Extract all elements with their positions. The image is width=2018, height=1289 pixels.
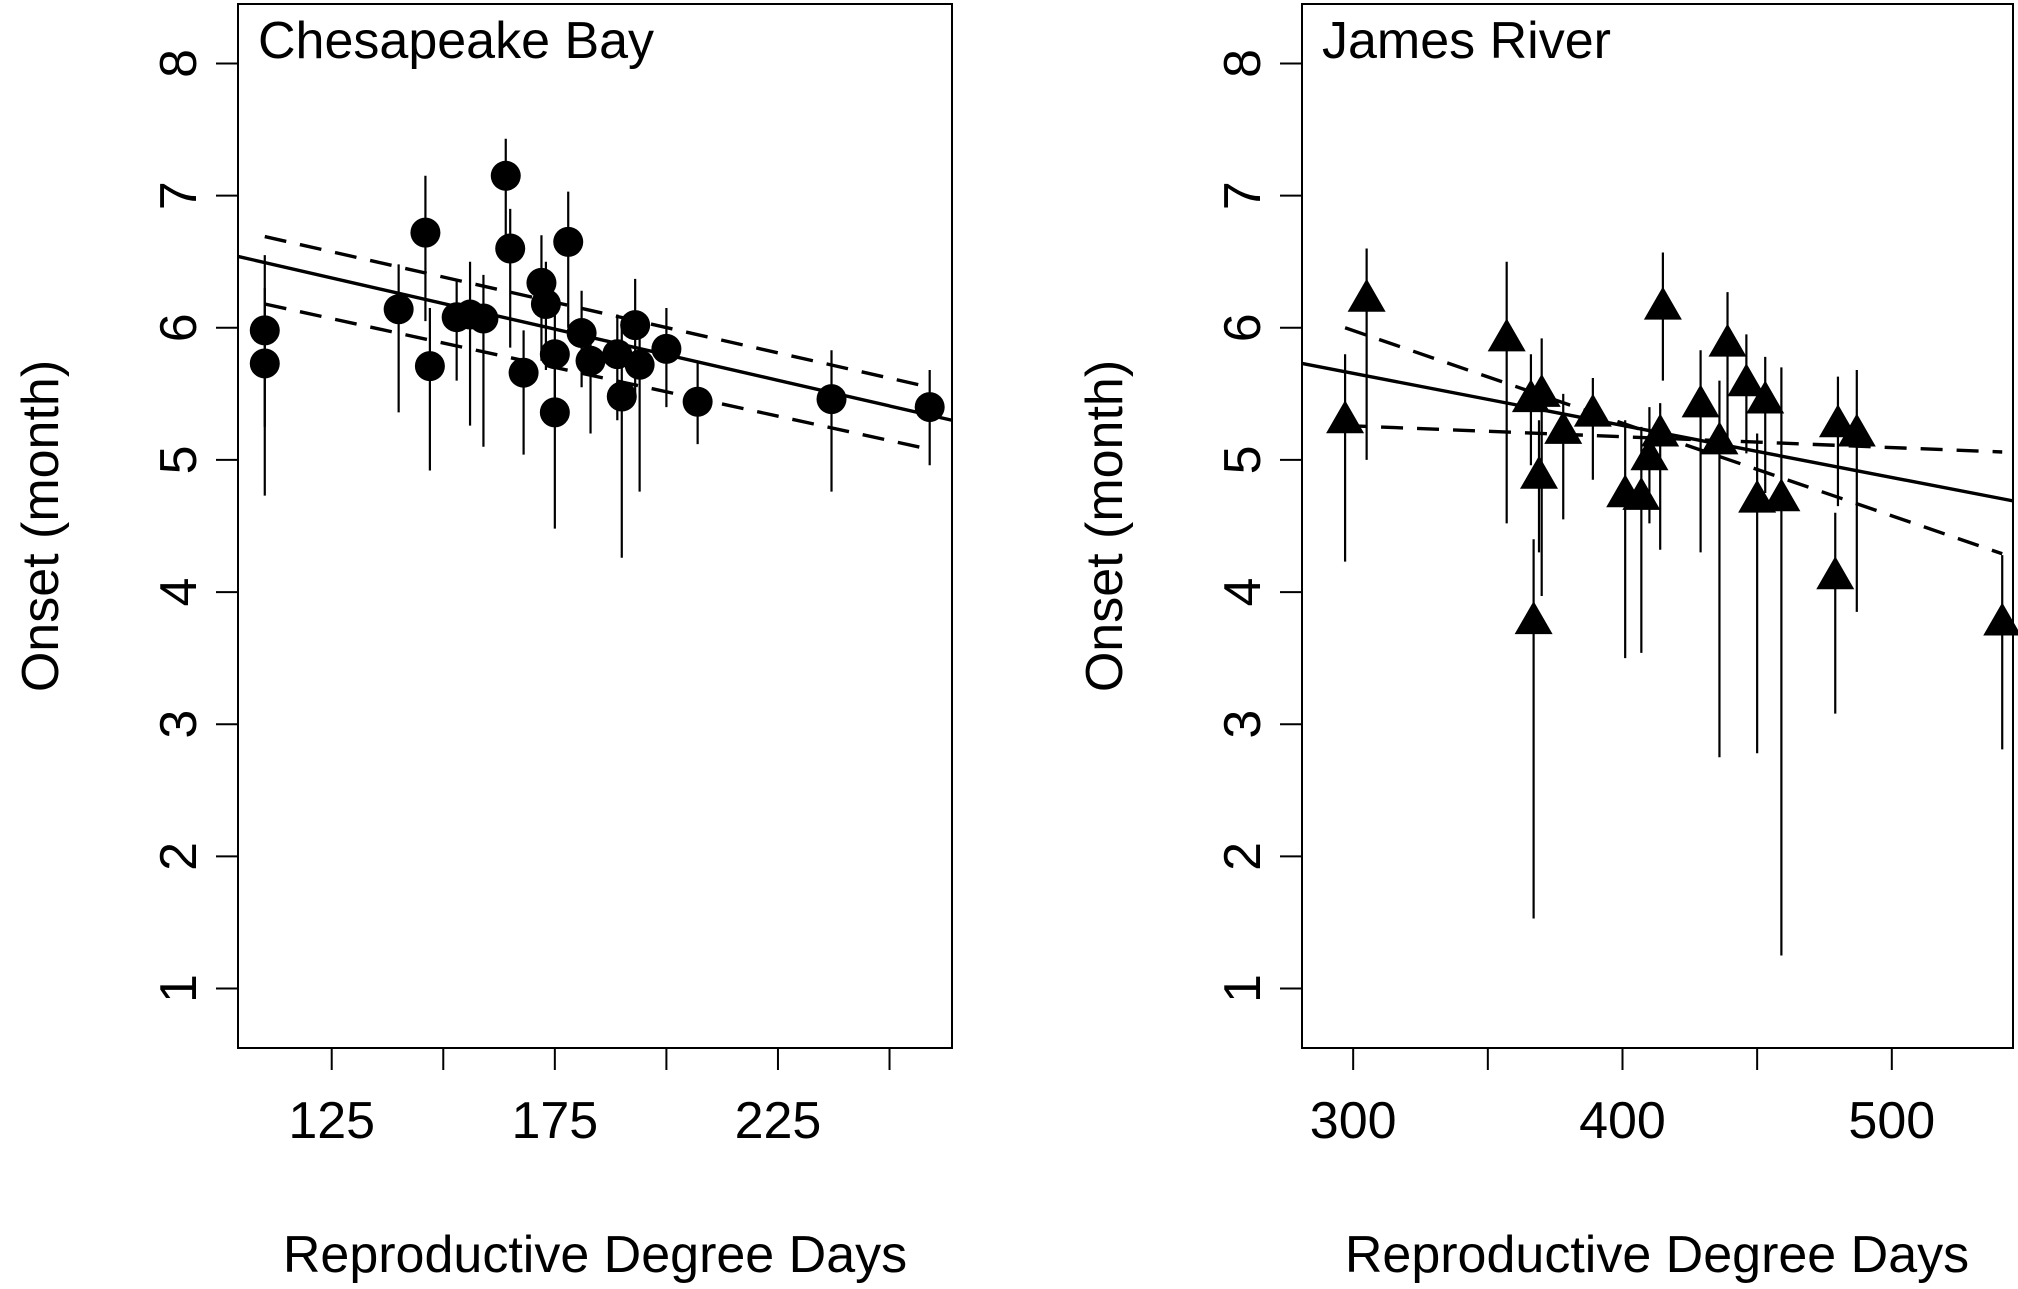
y-tick-label-james-river-4: 5: [1214, 445, 1272, 474]
panel-james-river: James River 300 400 500 1 2 3 4 5 6 7 8 Reproduct…: [1076, 3, 2018, 1284]
y-axis-james-river: 1 2 3 4 5 6 7 8: [1214, 49, 1302, 1003]
y-tick-label-chesapeake-bay-5: 6: [150, 313, 208, 342]
y-tick-label-james-river-3: 4: [1214, 578, 1272, 607]
data-point-chesapeake-bay-18: [602, 339, 633, 370]
data-point-chesapeake-bay-15: [553, 226, 584, 257]
data-point-james-river-0: [1326, 400, 1365, 434]
data-point-james-river-10: [1622, 476, 1661, 510]
y-tick-label-james-river-7: 8: [1214, 49, 1272, 78]
x-axis-chesapeake-bay: 125 175 225: [288, 1048, 891, 1150]
y-tick-label-james-river-6: 7: [1214, 181, 1272, 210]
y-tick-label-james-river-2: 3: [1214, 710, 1272, 739]
y-tick-label-james-river-1: 2: [1214, 842, 1272, 871]
data-point-james-river-8: [1573, 393, 1612, 427]
data-point-james-river-4: [1514, 601, 1553, 635]
plot-frame-james-river: [1301, 3, 2014, 1049]
plot-frame-chesapeake-bay: [237, 3, 953, 1049]
ci-lower-chesapeake-bay: [264, 302, 931, 452]
data-point-chesapeake-bay-21: [624, 349, 655, 380]
y-tick-label-james-river-5: 6: [1214, 313, 1272, 342]
data-point-chesapeake-bay-9: [495, 233, 526, 264]
x-tick-label-chesapeake-bay-0: 125: [288, 1092, 375, 1150]
y-tick-label-chesapeake-bay-7: 8: [150, 49, 208, 78]
data-point-chesapeake-bay-12: [530, 288, 561, 319]
data-point-chesapeake-bay-23: [682, 386, 713, 417]
x-tick-label-chesapeake-bay-2: 175: [511, 1092, 598, 1150]
data-point-chesapeake-bay-25: [914, 392, 945, 423]
title-chesapeake-bay: Chesapeake Bay: [258, 12, 654, 70]
data-point-james-river-23: [1837, 413, 1876, 447]
y-tick-label-chesapeake-bay-0: 1: [150, 974, 208, 1003]
y-tick-label-chesapeake-bay-4: 5: [150, 445, 208, 474]
plot-area-chesapeake-bay: [237, 138, 953, 558]
xlabel-chesapeake-bay: Reproductive Degree Days: [283, 1226, 907, 1284]
ci-upper-chesapeake-bay: [264, 234, 931, 389]
data-point-chesapeake-bay-8: [490, 160, 521, 191]
data-point-chesapeake-bay-1: [249, 348, 280, 379]
y-tick-label-james-river-0: 1: [1214, 974, 1272, 1003]
title-james-river: James River: [1322, 12, 1611, 70]
data-point-chesapeake-bay-10: [508, 357, 539, 388]
xlabel-james-river: Reproductive Degree Days: [1345, 1226, 1969, 1284]
data-point-chesapeake-bay-19: [606, 381, 637, 412]
data-point-james-river-1: [1347, 278, 1386, 312]
x-tick-label-james-river-0: 300: [1310, 1092, 1397, 1150]
data-point-james-river-16: [1708, 323, 1747, 357]
data-point-james-river-14: [1681, 384, 1720, 418]
data-point-james-river-13: [1643, 286, 1682, 320]
panel-chesapeake-bay: Chesapeake Bay 125 175 225 1 2 3 4 5 6 7 8 Reprod…: [12, 3, 953, 1284]
data-point-james-river-12: [1641, 413, 1680, 447]
x-tick-label-chesapeake-bay-4: 225: [735, 1092, 822, 1150]
ylabel-james-river: Onset (month): [1076, 360, 1134, 692]
x-tick-label-james-river-2: 400: [1579, 1092, 1666, 1150]
y-tick-label-chesapeake-bay-1: 2: [150, 842, 208, 871]
data-point-chesapeake-bay-24: [816, 384, 847, 415]
data-point-james-river-22: [1818, 404, 1857, 438]
x-axis-james-river: 300 400 500: [1310, 1048, 1935, 1150]
data-point-chesapeake-bay-20: [620, 310, 651, 341]
ylabel-chesapeake-bay: Onset (month): [12, 360, 70, 692]
plot-area-james-river: [1301, 248, 2018, 956]
data-point-james-river-17: [1727, 363, 1766, 397]
data-point-chesapeake-bay-16: [566, 318, 597, 349]
data-point-james-river-11: [1630, 437, 1669, 471]
y-axis-chesapeake-bay: 1 2 3 4 5 6 7 8: [150, 49, 238, 1003]
data-point-james-river-15: [1700, 421, 1739, 455]
data-point-james-river-24: [1983, 602, 2018, 636]
data-point-chesapeake-bay-13: [539, 339, 570, 370]
ci-upper-james-river: [1344, 326, 2003, 556]
data-point-james-river-21: [1816, 556, 1855, 590]
y-tick-label-chesapeake-bay-3: 4: [150, 578, 208, 607]
data-point-james-river-19: [1746, 380, 1785, 414]
y-tick-label-chesapeake-bay-2: 3: [150, 710, 208, 739]
data-point-chesapeake-bay-14: [539, 397, 570, 428]
data-point-chesapeake-bay-4: [414, 351, 445, 382]
data-point-chesapeake-bay-17: [575, 345, 606, 376]
data-point-chesapeake-bay-2: [383, 294, 414, 325]
data-point-james-river-7: [1544, 410, 1583, 444]
data-point-chesapeake-bay-22: [651, 333, 682, 364]
data-point-james-river-20: [1762, 478, 1801, 512]
data-point-james-river-2: [1487, 318, 1526, 352]
x-tick-label-james-river-4: 500: [1848, 1092, 1935, 1150]
data-point-james-river-5: [1520, 455, 1558, 489]
data-point-chesapeake-bay-0: [249, 315, 280, 346]
y-tick-label-chesapeake-bay-6: 7: [150, 181, 208, 210]
data-point-james-river-6: [1522, 373, 1561, 407]
data-point-chesapeake-bay-7: [468, 303, 499, 334]
data-point-chesapeake-bay-3: [410, 217, 441, 248]
